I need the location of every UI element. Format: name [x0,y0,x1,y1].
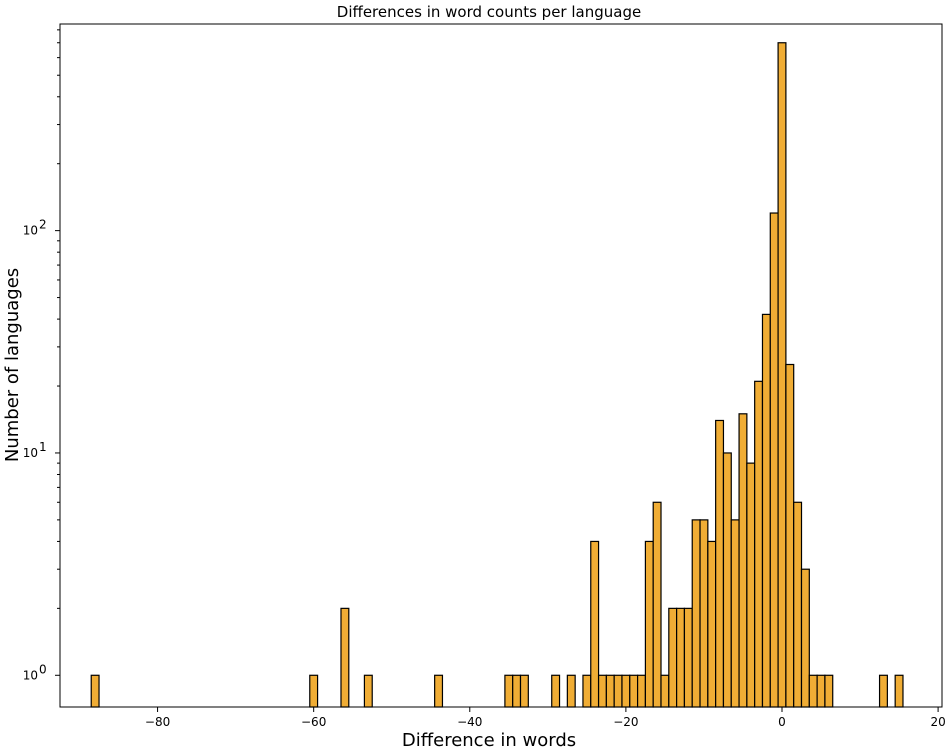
histogram-bar [309,674,319,708]
histogram-bar [824,674,834,708]
histogram-bar [676,607,686,708]
histogram-bar [816,674,826,708]
histogram-bar [800,568,810,708]
histogram-bar [566,674,576,708]
histogram-bar [777,42,787,708]
histogram-bar [683,607,693,708]
histogram-bar [699,519,709,708]
histogram-bar [434,674,444,708]
histogram-bar [519,674,529,708]
x-axis: −80 −60 −40 −20 0 20 [145,707,946,729]
x-tick-label: −60 [301,715,326,729]
x-tick-label: 0 [778,715,786,729]
histogram-bar [621,674,631,708]
x-tick-label: −80 [145,715,170,729]
x-tick-label: −20 [613,715,638,729]
bars-layer [90,42,904,708]
histogram-bar [504,674,514,708]
x-axis-label: Difference in words [402,730,576,751]
histogram-bar [754,380,764,708]
y-axis-label: Number of languages [2,268,23,462]
histogram-bar [715,419,725,708]
histogram-bar [590,540,600,708]
histogram-bar [722,452,732,708]
histogram-bar [660,674,670,708]
histogram-bar [808,674,818,708]
histogram-bar [894,674,904,708]
histogram-bar [363,674,373,708]
histogram-bar [730,519,740,708]
x-tick-label: 20 [930,715,945,729]
histogram-bar [551,674,561,708]
histogram-bar [605,674,615,708]
histogram-bar [582,674,592,708]
histogram-bar [761,313,771,708]
histogram-bar [340,607,350,708]
y-tick-exponent: 0 [39,662,47,676]
histogram-bar [629,674,639,708]
y-tick-exponent: 1 [39,440,47,454]
histogram-bar [707,540,717,708]
histogram-bar [691,519,701,708]
histogram-bar [769,212,779,708]
histogram-bar [878,674,888,708]
y-tick-label: 10 [23,446,38,460]
y-tick-label: 10 [23,224,38,238]
histogram-bar [644,540,654,708]
histogram-bar [636,674,647,708]
histogram-bar [652,501,662,708]
y-tick-exponent: 2 [39,218,47,232]
histogram-bar [738,413,748,708]
histogram-bar [793,501,803,708]
y-tick-label: 10 [23,668,38,682]
plot-frame [59,23,943,708]
histogram-bar [785,363,795,708]
x-tick-label: −40 [457,715,482,729]
histogram-bar [90,674,100,708]
histogram-bar [746,462,756,708]
histogram-bar [512,674,522,708]
histogram-bar [613,674,623,708]
histogram-bar [668,607,678,708]
chart-title: Differences in word counts per language [337,3,641,21]
histogram-bar [597,674,607,708]
